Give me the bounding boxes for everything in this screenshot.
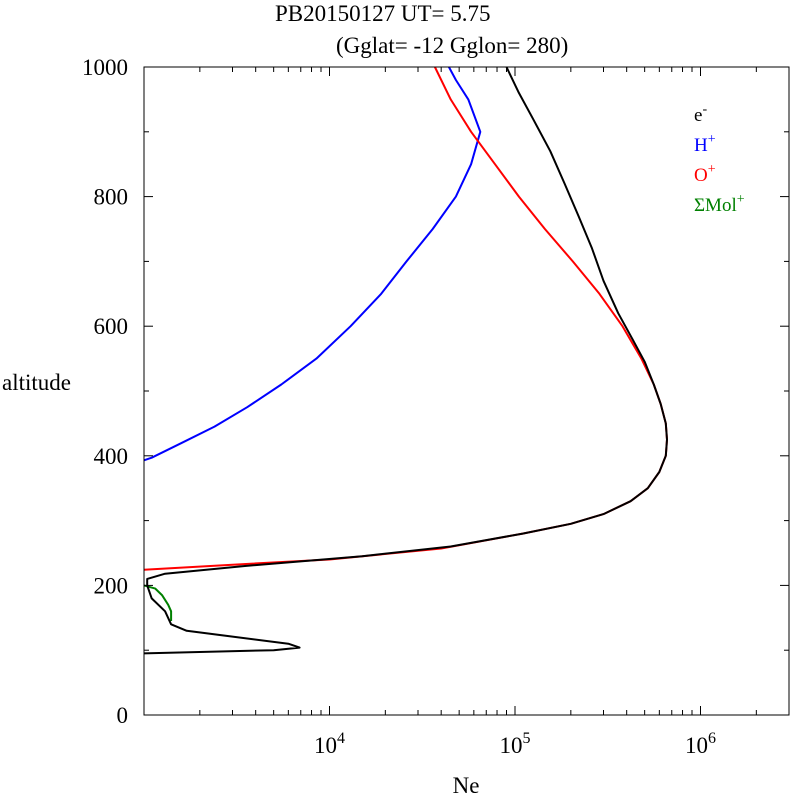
legend-entry: ΣMol+	[694, 192, 745, 216]
legend-entry: e-	[694, 102, 707, 126]
x-axis-label: Ne	[453, 773, 480, 796]
plot-frame	[143, 66, 790, 716]
legend: e- H+ O+ ΣMol+	[694, 102, 745, 216]
series-line	[143, 584, 173, 621]
series-line	[143, 66, 668, 571]
y-tick-label: 200	[94, 573, 129, 598]
y-tick-label: 600	[94, 314, 129, 339]
series-line	[143, 66, 668, 655]
axis-layer: 0 200 400 600 800 1000 104 105 106	[82, 55, 789, 758]
series-line	[143, 66, 482, 462]
legend-entry: O+	[694, 162, 716, 186]
y-tick-label: 800	[94, 185, 129, 210]
x-tick-label: 104	[314, 730, 345, 758]
series-layer	[143, 66, 668, 655]
chart-subtitle: (Gglat= -12 Gglon= 280)	[336, 33, 568, 58]
y-tick-label: 1000	[82, 55, 128, 80]
y-axis-label: altitude	[2, 370, 71, 395]
y-tick-label: 400	[94, 444, 129, 469]
legend-entry: H+	[694, 132, 716, 156]
x-tick-label: 106	[685, 730, 716, 758]
chart-title: PB20150127 UT= 5.75	[275, 1, 491, 26]
y-tick-label: 0	[117, 703, 129, 728]
x-tick-label: 105	[499, 730, 530, 758]
